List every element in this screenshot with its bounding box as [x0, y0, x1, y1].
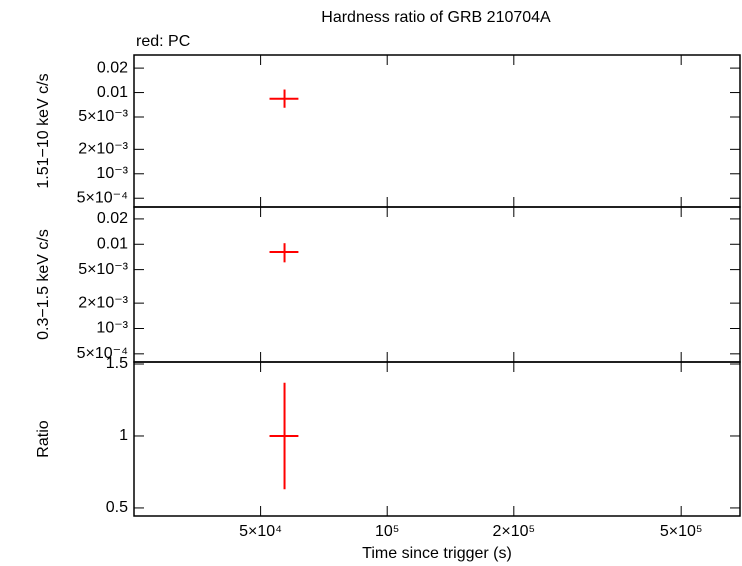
- y-axis-label: 1.51−10 keV c/s: [35, 73, 52, 188]
- y-axis-label: Ratio: [35, 420, 52, 457]
- x-tick-label: 2×10⁵: [492, 523, 535, 540]
- y-tick-label: 2×10⁻³: [78, 294, 128, 311]
- y-tick-label: 0.01: [97, 84, 128, 101]
- chart-title: Hardness ratio of GRB 210704A: [321, 9, 551, 26]
- y-tick-label: 10⁻³: [96, 320, 128, 337]
- x-tick-label: 5×10⁴: [239, 523, 282, 540]
- y-tick-label: 5×10⁻³: [78, 108, 128, 125]
- x-tick-label: 10⁵: [375, 523, 399, 540]
- y-axis-label: 0.3−1.5 keV c/s: [35, 229, 52, 340]
- panel-frame: [133, 206, 741, 363]
- y-tick-label: 1.5: [106, 355, 128, 372]
- y-tick-label: 1: [119, 427, 128, 444]
- panel-frame: [133, 54, 741, 208]
- y-tick-label: 0.02: [97, 210, 128, 227]
- x-axis-label: Time since trigger (s): [362, 545, 512, 562]
- chart-subtitle: red: PC: [136, 33, 190, 50]
- y-tick-label: 5×10⁻⁴: [77, 345, 128, 362]
- y-tick-label: 0.5: [106, 499, 128, 516]
- y-tick-label: 2×10⁻³: [78, 141, 128, 158]
- y-tick-label: 5×10⁻⁴: [77, 189, 128, 206]
- x-tick-label: 5×10⁵: [660, 523, 703, 540]
- y-tick-label: 5×10⁻³: [78, 261, 128, 278]
- y-tick-label: 0.02: [97, 59, 128, 76]
- panel-frame: [133, 361, 741, 517]
- y-tick-label: 10⁻³: [96, 165, 128, 182]
- y-tick-label: 0.01: [97, 235, 128, 252]
